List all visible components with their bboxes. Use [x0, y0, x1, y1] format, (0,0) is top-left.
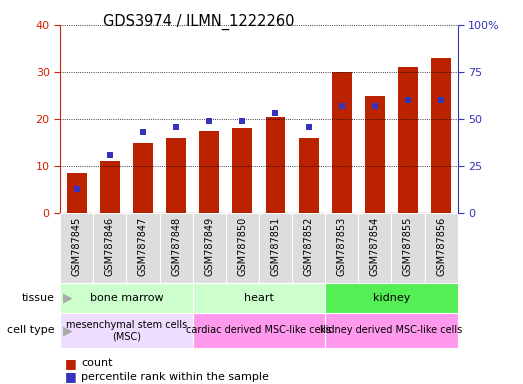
- Bar: [325, 313, 458, 348]
- Bar: [299, 138, 319, 213]
- Text: cardiac derived MSC-like cells: cardiac derived MSC-like cells: [186, 325, 332, 336]
- Bar: [93, 213, 127, 283]
- Bar: [127, 213, 160, 283]
- Bar: [67, 173, 87, 213]
- Text: GSM787853: GSM787853: [337, 217, 347, 276]
- Bar: [100, 161, 120, 213]
- Text: GSM787851: GSM787851: [270, 217, 280, 276]
- Point: [404, 97, 412, 103]
- Bar: [232, 128, 252, 213]
- Text: GSM787846: GSM787846: [105, 217, 115, 276]
- Point: [106, 152, 114, 158]
- Bar: [166, 138, 186, 213]
- Text: cell type: cell type: [7, 325, 55, 336]
- Text: percentile rank within the sample: percentile rank within the sample: [81, 372, 269, 382]
- Bar: [332, 72, 351, 213]
- Bar: [398, 67, 418, 213]
- Text: GSM787856: GSM787856: [436, 217, 446, 276]
- Point: [238, 118, 246, 124]
- Text: bone marrow: bone marrow: [89, 293, 163, 303]
- Bar: [133, 142, 153, 213]
- Bar: [60, 283, 192, 313]
- Text: GSM787847: GSM787847: [138, 217, 148, 276]
- Text: GSM787854: GSM787854: [370, 217, 380, 276]
- Bar: [60, 213, 93, 283]
- Text: ▶: ▶: [63, 324, 72, 337]
- Bar: [160, 213, 192, 283]
- Bar: [391, 213, 425, 283]
- Bar: [365, 96, 385, 213]
- Point: [437, 97, 445, 103]
- Text: kidney derived MSC-like cells: kidney derived MSC-like cells: [320, 325, 462, 336]
- Point: [304, 124, 313, 130]
- Text: GSM787848: GSM787848: [171, 217, 181, 276]
- Bar: [259, 213, 292, 283]
- Text: ■: ■: [65, 370, 77, 383]
- Text: heart: heart: [244, 293, 274, 303]
- Bar: [266, 117, 286, 213]
- Text: GSM787850: GSM787850: [237, 217, 247, 276]
- Bar: [192, 313, 325, 348]
- Bar: [199, 131, 219, 213]
- Text: GSM787845: GSM787845: [72, 217, 82, 276]
- Point: [73, 185, 81, 192]
- Text: tissue: tissue: [22, 293, 55, 303]
- Bar: [425, 213, 458, 283]
- Bar: [226, 213, 259, 283]
- Point: [371, 103, 379, 109]
- Text: GSM787852: GSM787852: [303, 217, 314, 276]
- Text: ■: ■: [65, 357, 77, 370]
- Bar: [358, 213, 391, 283]
- Bar: [292, 213, 325, 283]
- Bar: [325, 283, 458, 313]
- Point: [172, 124, 180, 130]
- Point: [271, 110, 280, 116]
- Bar: [192, 283, 325, 313]
- Bar: [325, 213, 358, 283]
- Bar: [192, 213, 226, 283]
- Point: [139, 129, 147, 135]
- Text: GSM787855: GSM787855: [403, 217, 413, 276]
- Point: [205, 118, 213, 124]
- Text: GSM787849: GSM787849: [204, 217, 214, 276]
- Text: ▶: ▶: [63, 291, 72, 305]
- Text: mesenchymal stem cells
(MSC): mesenchymal stem cells (MSC): [66, 319, 187, 341]
- Text: GDS3974 / ILMN_1222260: GDS3974 / ILMN_1222260: [103, 13, 294, 30]
- Bar: [60, 313, 192, 348]
- Text: count: count: [81, 358, 112, 368]
- Text: kidney: kidney: [373, 293, 410, 303]
- Bar: [431, 58, 451, 213]
- Point: [337, 103, 346, 109]
